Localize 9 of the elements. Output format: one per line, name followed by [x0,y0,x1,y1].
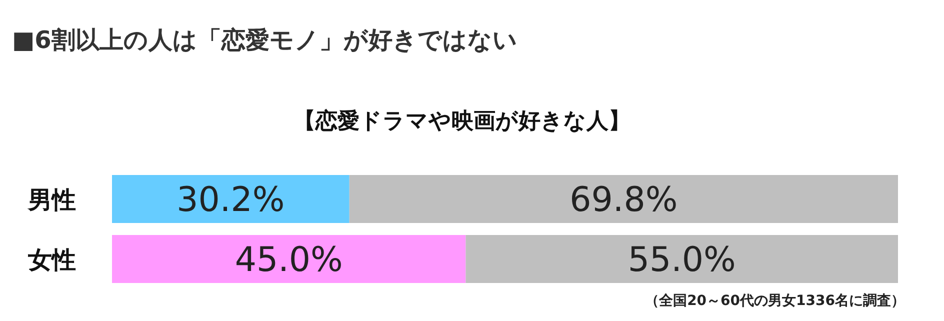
data-label: 45.0% [234,240,343,280]
y-tick-label: 男性 [27,186,76,214]
text: （全国20～60代の男女1336名に調査） [645,292,905,309]
data-label: 55.0% [628,240,736,280]
chart-title: ■6割以上の人は「恋愛モノ」が好きではない [12,26,518,54]
data-label: 69.8% [570,180,678,220]
y-tick-label: 女性 [27,246,76,274]
data-label: 30.2% [176,180,285,220]
chart-subtitle: 【恋愛ドラマや映画が好きな人】 [294,108,630,134]
